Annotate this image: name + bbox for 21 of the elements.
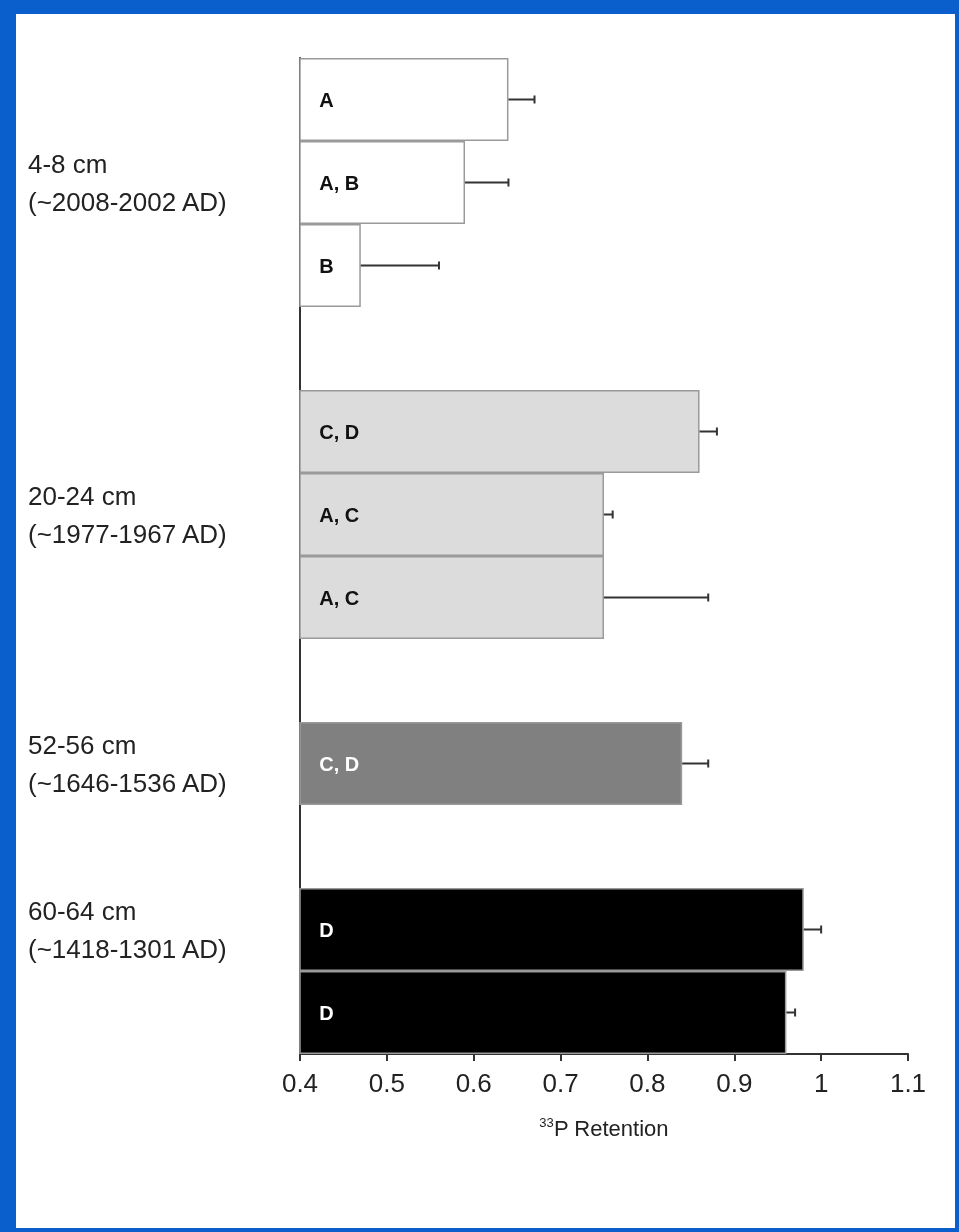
y-tick-label: 52-56 cm (~1646-1536 AD) [28,729,227,798]
data-label: C, D [319,752,360,775]
x-tick-label: 0.6 [455,1068,492,1098]
data-label: A [319,88,334,111]
x-tick-label: 1 [813,1068,829,1098]
data-label: B [319,254,334,277]
data-label: C, D [319,420,360,443]
data-label: D [319,1001,334,1024]
data-label: A, C [319,586,360,609]
y-tick-label: 20-24 cm (~1977-1967 AD) [28,480,227,549]
y-tick-label: 4-8 cm (~2008-2002 AD) [28,148,227,217]
data-label: A, C [319,503,360,526]
x-tick-label: 0.8 [629,1068,666,1098]
x-tick-label: 0.7 [542,1068,579,1098]
x-tick-label: 1.1 [889,1068,927,1098]
y-tick-label: 60-64 cm (~1418-1301 AD) [28,895,227,964]
data-label: D [319,918,334,941]
x-tick-label: 0.4 [281,1068,319,1098]
x-tick-label: 0.9 [716,1068,753,1098]
data-label: A, B [319,171,360,194]
x-tick-label: 0.5 [368,1068,405,1098]
